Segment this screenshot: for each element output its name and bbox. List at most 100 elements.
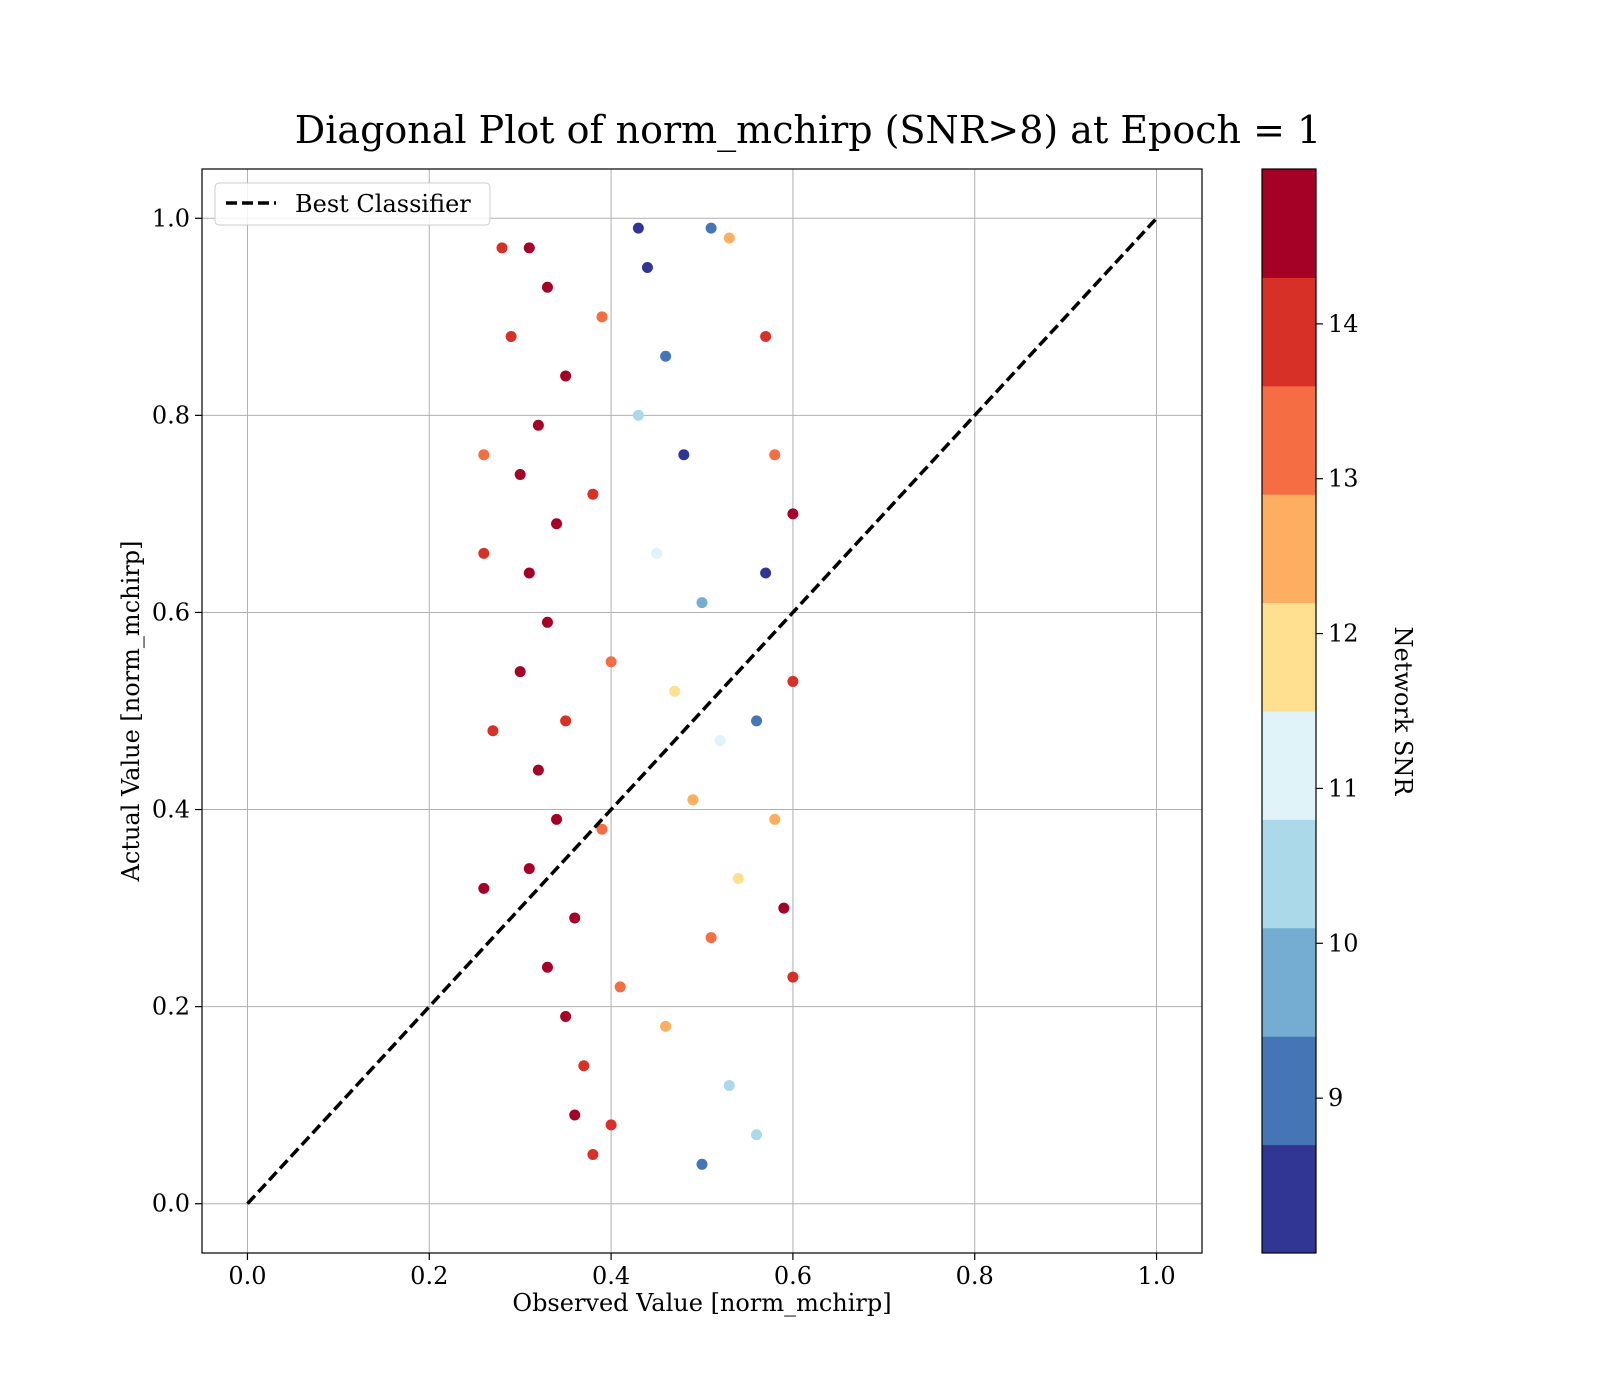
scatter-point <box>496 242 508 254</box>
scatter-point <box>523 863 535 875</box>
legend-box <box>214 182 491 226</box>
y-tick-label: 0.8 <box>152 401 190 429</box>
colorbar-label: Network SNR <box>1389 627 1417 797</box>
scatter-point <box>505 331 517 343</box>
reference-line-layer <box>246 217 1158 1205</box>
scatter-point <box>596 823 608 835</box>
scatter-point <box>760 331 772 343</box>
scatter-point <box>514 468 526 480</box>
scatter-point <box>651 547 663 559</box>
x-tick-label: 0.2 <box>410 1262 448 1290</box>
legend-label-best-classifier: Best Classifier <box>295 190 471 218</box>
y-tick-label: 1.0 <box>152 204 190 232</box>
x-tick-label: 0.6 <box>774 1262 812 1290</box>
colorbar-bin <box>1262 819 1316 929</box>
colorbar-bin <box>1262 1036 1316 1146</box>
scatter-point <box>769 449 781 461</box>
colorbar-bin <box>1262 602 1316 712</box>
scatter-point <box>551 813 563 825</box>
scatter-point <box>478 547 490 559</box>
scatter-point <box>532 419 544 431</box>
scatter-point <box>760 567 772 579</box>
scatter-point <box>632 409 644 421</box>
y-tick-label: 0.4 <box>152 796 190 824</box>
colorbar-tick-label: 9 <box>1328 1084 1343 1112</box>
scatter-point <box>587 1148 599 1160</box>
colorbar-tick-label: 14 <box>1328 310 1359 338</box>
scatter-point <box>723 232 735 244</box>
scatter-point <box>596 311 608 323</box>
x-tick-label: 0.0 <box>228 1262 266 1290</box>
colorbar-bin <box>1262 927 1316 1037</box>
colorbar-bin <box>1262 711 1316 820</box>
scatter-point <box>487 725 499 737</box>
scatter-point <box>751 715 763 727</box>
scatter-point <box>605 1119 617 1131</box>
scatter-point <box>769 813 781 825</box>
y-axis: 0.0 0.2 0.4 0.6 0.8 1.0 <box>152 204 202 1218</box>
points-layer <box>478 222 799 1170</box>
scatter-point <box>478 882 490 894</box>
scatter-point <box>541 616 553 628</box>
scatter-point <box>541 281 553 293</box>
x-tick-label: 0.8 <box>956 1262 994 1290</box>
colorbar-tick-label: 12 <box>1328 620 1359 648</box>
x-axis: 0.0 0.2 0.4 0.6 0.8 1.0 <box>228 1253 1176 1290</box>
scatter-point <box>660 350 672 362</box>
scatter-point <box>787 508 799 520</box>
colorbar-bin <box>1262 169 1316 278</box>
scatter-point <box>541 961 553 973</box>
chart-title: Diagonal Plot of norm_mchirp (SNR>8) at … <box>295 108 1321 153</box>
colorbar-frame <box>1261 168 1317 1254</box>
scatter-point <box>523 567 535 579</box>
scatter-point <box>532 764 544 776</box>
scatter-point <box>551 518 563 530</box>
scatter-point <box>669 685 681 697</box>
y-tick-label: 0.0 <box>152 1190 190 1218</box>
x-axis-label: Observed Value [norm_mchirp] <box>512 1289 891 1317</box>
scatter-point <box>569 912 581 924</box>
scatter-point <box>560 370 572 382</box>
y-tick-label: 0.6 <box>152 598 190 626</box>
y-tick-label: 0.2 <box>152 993 190 1021</box>
scatter-point <box>569 1109 581 1121</box>
scatter-point <box>560 1010 572 1022</box>
scatter-point <box>641 262 653 274</box>
scatter-point <box>478 449 490 461</box>
scatter-point <box>678 449 690 461</box>
scatter-point <box>660 1020 672 1032</box>
scatter-point <box>787 971 799 983</box>
scatter-point <box>751 1129 763 1141</box>
colorbar-bin <box>1262 385 1316 495</box>
scatter-point <box>723 1079 735 1091</box>
colorbar-tick-label: 10 <box>1328 929 1359 957</box>
scatter-point <box>696 1158 708 1170</box>
scatter-point <box>732 873 744 885</box>
colorbar-bin <box>1262 1144 1316 1254</box>
scatter-point <box>578 1060 590 1072</box>
best-classifier-line <box>246 217 1158 1205</box>
scatter-point <box>714 735 726 747</box>
x-tick-label: 1.0 <box>1137 1262 1175 1290</box>
scatter-point <box>778 902 790 914</box>
plot-frame <box>201 168 1203 1254</box>
colorbar-bin <box>1262 494 1316 604</box>
scatter-point <box>514 666 526 678</box>
legend: Best Classifier <box>214 182 491 226</box>
scatter-point <box>560 715 572 727</box>
scatter-point <box>696 597 708 609</box>
colorbar-tick-label: 13 <box>1328 465 1359 493</box>
scatter-point <box>587 488 599 500</box>
scatter-point <box>687 794 699 806</box>
x-tick-label: 0.4 <box>592 1262 630 1290</box>
scatter-point <box>705 932 717 944</box>
y-axis-label: Actual Value [norm_mchirp] <box>117 541 145 883</box>
scatter-point <box>614 981 626 993</box>
scatter-point <box>787 675 799 687</box>
colorbar-bin <box>1262 277 1316 387</box>
scatter-point <box>632 222 644 234</box>
colorbar-tick-label: 11 <box>1328 774 1359 802</box>
colorbar: 9 10 11 12 13 14 <box>1261 168 1359 1254</box>
